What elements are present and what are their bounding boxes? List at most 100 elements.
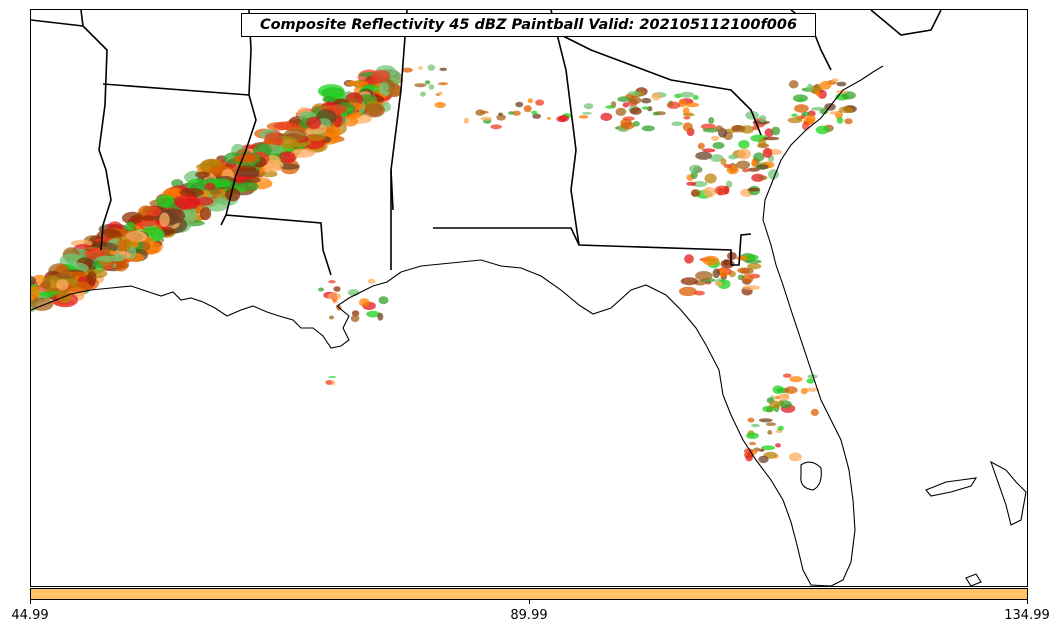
storm-blob [804, 387, 820, 392]
colorbar-tick-label-mid: 89.99 [510, 608, 548, 623]
storm-blob [844, 118, 853, 125]
storm-blob [641, 125, 655, 132]
storm-blob [719, 267, 728, 278]
storm-blob [434, 101, 446, 109]
storm-blob [366, 310, 381, 318]
storm-blob [420, 91, 426, 97]
storm-blob [758, 115, 767, 123]
storm-blob [558, 115, 570, 122]
storm-blob [328, 280, 336, 284]
storm-blob [323, 126, 341, 138]
colorbar [30, 588, 1028, 600]
storm-blob [605, 105, 615, 109]
storm-blob [278, 151, 296, 164]
storm-blob [791, 113, 798, 117]
storm-blob [702, 128, 720, 133]
storm-blob [695, 271, 713, 281]
storm-blob [815, 125, 830, 135]
storm-blob [480, 116, 493, 121]
storm-blob [327, 292, 342, 300]
coastlines [31, 65, 1027, 586]
storm-blob [351, 310, 360, 317]
storm-blob [210, 189, 222, 195]
map-panel [30, 9, 1028, 587]
storm-blob [196, 196, 214, 206]
storm-blob [531, 110, 538, 115]
storm-blob [463, 117, 469, 124]
storm-blob [490, 124, 502, 130]
colorbar-tick-label-min: 44.99 [11, 608, 49, 623]
storm-blob [195, 171, 210, 178]
storm-blob [224, 187, 241, 202]
storm-blob [350, 314, 360, 323]
storm-blob [237, 165, 257, 173]
storm-blob [260, 170, 278, 178]
storm-blob [95, 255, 120, 262]
storm-blob [728, 154, 738, 160]
storm-blob [678, 99, 687, 108]
state-boundaries [31, 10, 942, 276]
paintball-layer [31, 64, 857, 464]
storm-blob [710, 154, 724, 163]
storm-blob [345, 80, 369, 87]
storm-blob [183, 207, 198, 223]
storm-blob [836, 117, 844, 124]
storm-blob [583, 103, 594, 110]
storm-blob [333, 286, 341, 292]
storm-blob [306, 134, 326, 141]
storm-blob [289, 148, 315, 158]
storm-blob [279, 163, 300, 170]
storm-blob [86, 271, 97, 286]
storm-blob [788, 80, 799, 89]
storm-blob [159, 212, 170, 228]
storm-blob [31, 286, 40, 299]
storm-blob [762, 147, 773, 158]
storm-blob [691, 181, 708, 187]
storm-blob [769, 400, 781, 409]
storm-blob [414, 83, 427, 88]
storm-blob [279, 136, 298, 149]
storm-blob [765, 422, 777, 427]
storm-blob [523, 105, 532, 113]
colorbar-tick-mark [1027, 600, 1028, 604]
storm-blob [156, 194, 175, 208]
storm-blob [666, 101, 681, 109]
storm-blob [702, 187, 716, 198]
storm-blob [756, 164, 769, 170]
storm-blob [737, 267, 750, 274]
storm-blob [427, 64, 436, 71]
storm-blob [328, 315, 335, 320]
storm-blob [683, 113, 695, 117]
storm-blob [438, 91, 443, 95]
map-title: Composite Reflectivity 45 dBZ Paintball … [241, 13, 816, 37]
storm-blob [622, 116, 635, 121]
storm-blob [363, 103, 385, 118]
storm-blob [117, 239, 128, 252]
storm-blob [741, 274, 754, 283]
storm-blob [515, 101, 524, 108]
storm-blob [831, 78, 839, 82]
storm-blob [56, 288, 73, 304]
storm-blob [742, 285, 761, 291]
storm-blob [704, 173, 717, 184]
storm-blob [815, 90, 821, 97]
storm-blob [797, 98, 806, 102]
storm-blob [714, 281, 723, 287]
storm-blob [686, 181, 697, 186]
storm-blob [758, 418, 773, 423]
storm-blob [379, 82, 389, 93]
storm-blob [328, 376, 337, 378]
storm-blob [641, 106, 650, 110]
storm-blob [838, 106, 854, 114]
storm-blob [758, 455, 769, 464]
storm-blob [173, 194, 201, 209]
storm-blob [615, 107, 627, 116]
storm-blob [829, 111, 841, 115]
storm-blob [632, 121, 640, 127]
storm-blob [622, 102, 629, 108]
storm-blob [819, 108, 829, 115]
storm-blob [671, 121, 683, 126]
storm-blob [836, 81, 847, 87]
storm-blob [723, 185, 730, 195]
storm-blob [771, 126, 781, 136]
